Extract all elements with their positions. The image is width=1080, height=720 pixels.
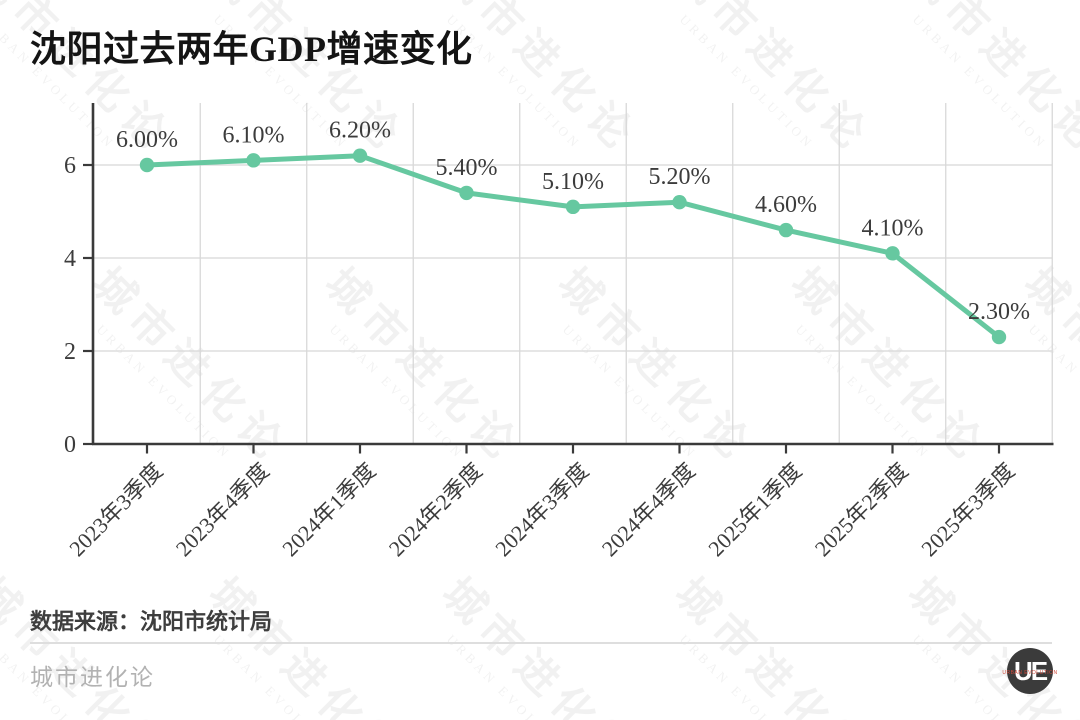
- value-label: 6.20%: [329, 118, 391, 144]
- value-labels: 6.00% 6.10% 6.20% 5.40% 5.10% 5.20% 4.60% 4.10%…: [116, 118, 1030, 325]
- value-label: 5.10%: [542, 169, 604, 195]
- value-label: 5.40%: [436, 155, 498, 181]
- x-tick-label: 2024年2季度: [384, 458, 487, 561]
- axes: [91, 103, 1054, 446]
- y-axis-ticks: 0 2 4 6: [64, 153, 93, 458]
- data-point: [352, 148, 368, 163]
- y-tick-label: 4: [64, 246, 76, 272]
- data-point: [246, 153, 261, 168]
- ue-logo: UE URBAN EVOLUTION: [1002, 648, 1057, 694]
- x-axis-ticks: 2023年3季度 2023年4季度 2024年1季度 2024年2季度 2024年3季度…: [64, 444, 1020, 561]
- x-tick-label: 2023年3季度: [64, 458, 167, 561]
- value-label: 2.30%: [968, 299, 1030, 325]
- data-source-label: 数据来源：沈阳市统计局: [30, 609, 273, 634]
- x-tick-label: 2025年3季度: [916, 458, 1019, 561]
- data-point: [885, 246, 900, 261]
- ue-logo-subtext: URBAN EVOLUTION: [1002, 670, 1058, 677]
- y-tick-label: 2: [64, 339, 76, 365]
- chart-title: 沈阳过去两年GDP增速变化: [30, 29, 473, 69]
- value-label: 6.10%: [223, 122, 285, 148]
- series-gdp-growth: [139, 148, 1007, 345]
- value-label: 4.10%: [862, 215, 924, 241]
- x-tick-label: 2023年4季度: [171, 458, 274, 561]
- data-point: [672, 195, 687, 210]
- x-tick-label: 2024年3季度: [490, 458, 593, 561]
- value-label: 5.20%: [649, 164, 711, 190]
- data-point: [565, 199, 581, 215]
- watermark-en-text: URBAN EVOLUTION: [443, 631, 585, 720]
- x-tick-label: 2025年1季度: [703, 458, 806, 561]
- value-label: 4.60%: [755, 192, 817, 218]
- data-point: [778, 222, 794, 238]
- y-tick-label: 6: [64, 153, 76, 179]
- data-point: [991, 329, 1007, 345]
- footer-divider: [30, 642, 1052, 644]
- watermark-en-text: URBAN EVOLUTION: [676, 631, 818, 720]
- data-point: [459, 185, 474, 201]
- value-label: 6.00%: [116, 127, 178, 153]
- x-tick-label: 2024年4季度: [597, 458, 700, 561]
- ue-logo-text: UE: [1013, 656, 1048, 686]
- x-tick-label: 2025年2季度: [810, 458, 913, 561]
- x-tick-label: 2024年1季度: [277, 458, 380, 561]
- gridlines: [93, 103, 1053, 444]
- y-tick-label: 0: [64, 432, 76, 458]
- data-point: [139, 157, 155, 173]
- brand-name: 城市进化论: [30, 665, 155, 690]
